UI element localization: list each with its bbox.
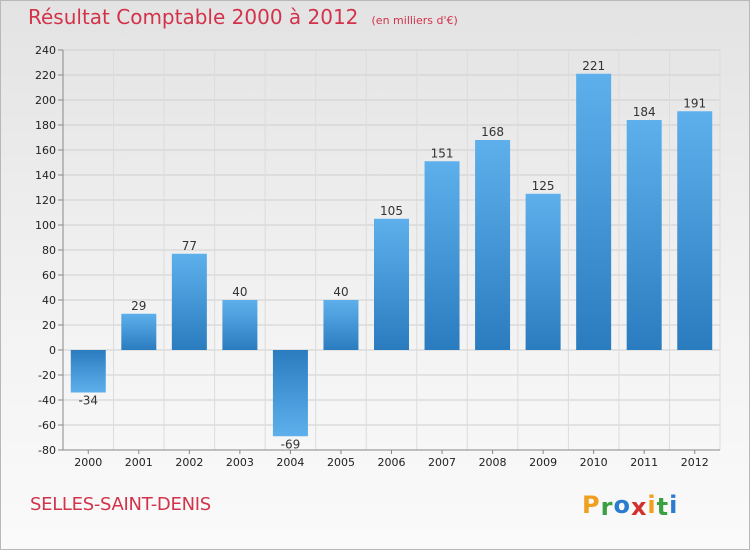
y-tick-label: 120 bbox=[35, 194, 56, 207]
data-label: 29 bbox=[131, 299, 146, 313]
data-label: 168 bbox=[481, 125, 504, 139]
y-tick-label: 60 bbox=[42, 269, 56, 282]
x-tick-label: 2006 bbox=[378, 456, 406, 469]
axes bbox=[58, 49, 720, 454]
bar bbox=[323, 300, 359, 350]
brand-letter: x bbox=[630, 493, 648, 521]
y-tick-label: -40 bbox=[38, 394, 56, 407]
brand-letter: t bbox=[656, 493, 670, 521]
bar bbox=[272, 350, 308, 437]
data-label: 221 bbox=[582, 59, 605, 73]
data-label: 40 bbox=[232, 285, 247, 299]
data-label: 125 bbox=[532, 179, 555, 193]
y-tick-label: 200 bbox=[35, 94, 56, 107]
brand-letter: r bbox=[600, 493, 614, 521]
data-label: 40 bbox=[333, 285, 348, 299]
bar bbox=[576, 73, 612, 350]
data-label: 184 bbox=[633, 105, 656, 119]
chart-subtitle: (en milliers d'€) bbox=[371, 14, 458, 27]
x-tick-label: 2008 bbox=[479, 456, 507, 469]
y-tick-label: 80 bbox=[42, 244, 56, 257]
x-tick-label: 2010 bbox=[580, 456, 608, 469]
y-tick-label: -80 bbox=[38, 444, 56, 457]
data-label: 191 bbox=[683, 96, 706, 110]
labels: -80-60-40-200204060801001201401601802002… bbox=[35, 44, 709, 469]
y-tick-label: -20 bbox=[38, 369, 56, 382]
chart-title-row: Résultat Comptable 2000 à 2012 (en milli… bbox=[28, 5, 458, 29]
bar bbox=[525, 193, 561, 350]
bar bbox=[121, 313, 157, 350]
y-tick-label: 240 bbox=[35, 44, 56, 57]
brand-letter: P bbox=[582, 491, 601, 519]
bar bbox=[424, 161, 460, 350]
y-tick-label: 180 bbox=[35, 119, 56, 132]
y-tick-label: 160 bbox=[35, 144, 56, 157]
x-tick-label: 2012 bbox=[681, 456, 709, 469]
x-tick-label: 2001 bbox=[125, 456, 153, 469]
bar bbox=[677, 111, 713, 350]
chart-title: Résultat Comptable 2000 à 2012 bbox=[28, 5, 359, 29]
bar bbox=[171, 253, 207, 350]
x-tick-label: 2007 bbox=[428, 456, 456, 469]
y-tick-label: 0 bbox=[49, 344, 56, 357]
y-tick-label: 100 bbox=[35, 219, 56, 232]
bar bbox=[475, 140, 511, 350]
x-tick-label: 2002 bbox=[175, 456, 203, 469]
x-tick-label: 2003 bbox=[226, 456, 254, 469]
commune-name: SELLES-SAINT-DENIS bbox=[30, 494, 211, 515]
brand-letter: o bbox=[613, 491, 631, 519]
y-tick-label: 220 bbox=[35, 69, 56, 82]
proxiti-logo: Proxiti bbox=[582, 491, 679, 521]
data-label: 77 bbox=[182, 239, 197, 253]
x-tick-label: 2000 bbox=[74, 456, 102, 469]
bars bbox=[70, 73, 713, 437]
y-tick-label: 140 bbox=[35, 169, 56, 182]
y-tick-label: 20 bbox=[42, 319, 56, 332]
bar bbox=[626, 120, 662, 350]
bar bbox=[374, 218, 409, 350]
data-label: 151 bbox=[431, 146, 454, 160]
data-label: -69 bbox=[281, 437, 301, 451]
data-label: -34 bbox=[78, 394, 98, 408]
bar bbox=[70, 350, 106, 393]
x-tick-label: 2004 bbox=[276, 456, 304, 469]
bar bbox=[222, 300, 258, 350]
x-tick-label: 2009 bbox=[529, 456, 557, 469]
data-label: 105 bbox=[380, 204, 403, 218]
brand-letter: i bbox=[669, 491, 679, 519]
y-tick-label: -60 bbox=[38, 419, 56, 432]
x-tick-label: 2011 bbox=[630, 456, 658, 469]
x-tick-label: 2005 bbox=[327, 456, 355, 469]
y-tick-label: 40 bbox=[42, 294, 56, 307]
brand-letter: i bbox=[647, 491, 657, 519]
